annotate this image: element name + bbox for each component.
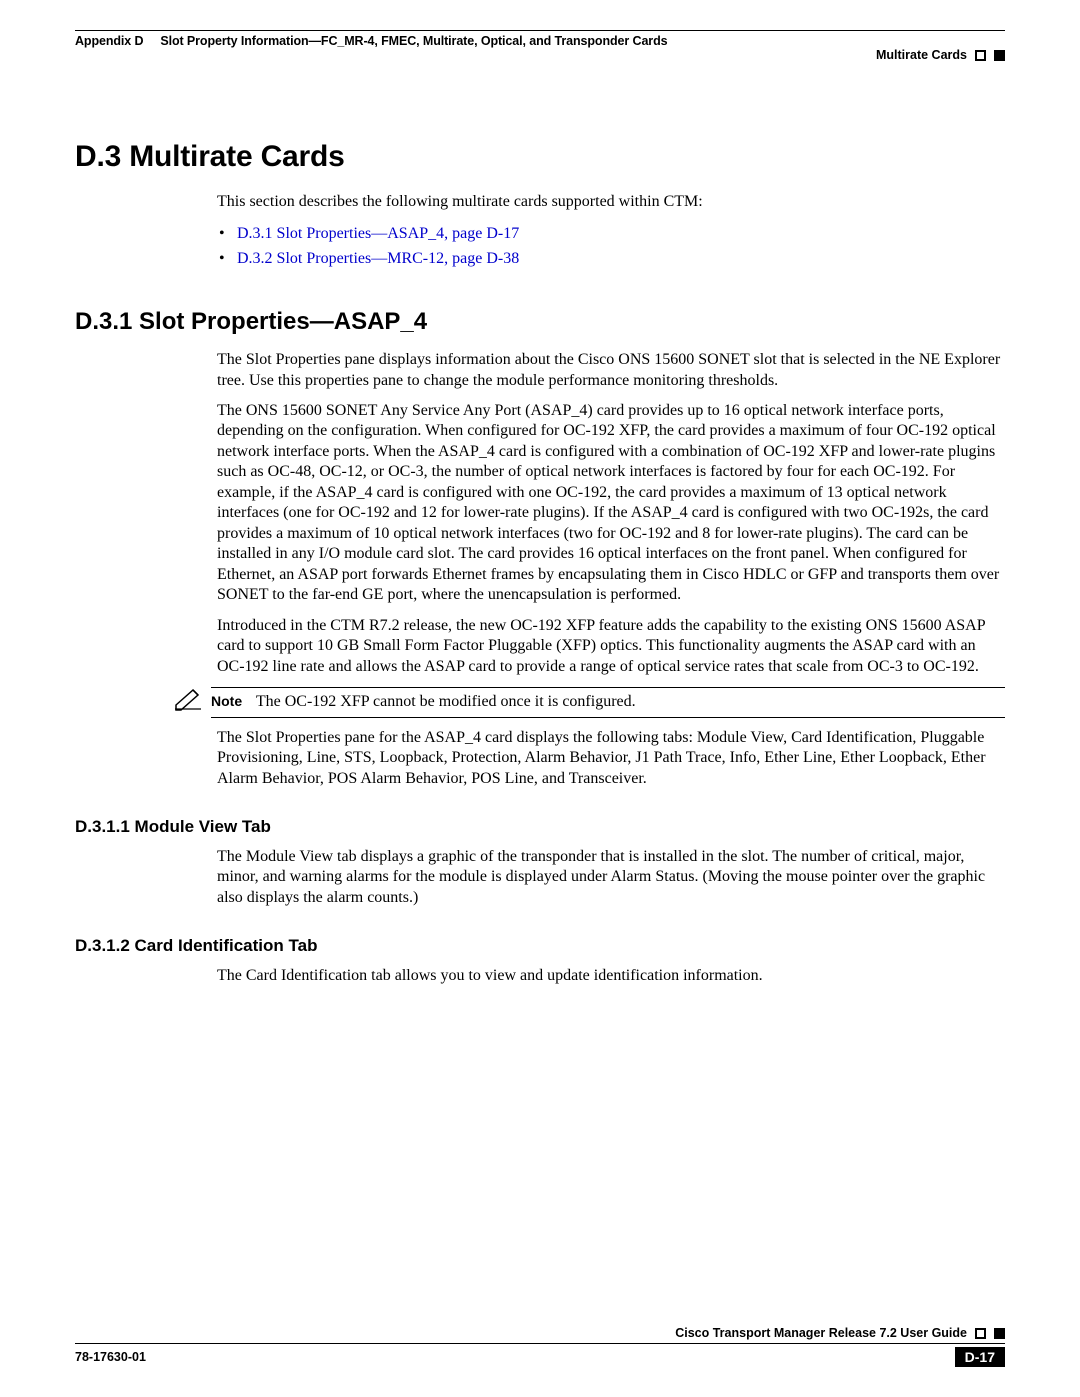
section-body: This section describes the following mul…	[217, 192, 1005, 272]
note-body: Note The OC-192 XFP cannot be modified o…	[211, 687, 1005, 717]
runhead-left: Appendix D Slot Property Information—FC_…	[75, 34, 667, 48]
footer-top-row: Cisco Transport Manager Release 7.2 User…	[75, 1326, 1005, 1344]
page: Appendix D Slot Property Information—FC_…	[0, 0, 1080, 1397]
footer-doc-number: 78-17630-01	[75, 1350, 146, 1364]
note-pencil-icon	[165, 687, 211, 716]
subsub-heading-d312: D.3.1.2 Card Identification Tab	[75, 936, 1005, 956]
note-label: Note	[211, 693, 242, 709]
note-text: The OC-192 XFP cannot be modified once i…	[256, 693, 636, 710]
sub2-p1: The Module View tab displays a graphic o…	[217, 847, 1005, 908]
appendix-title: Slot Property Information—FC_MR-4, FMEC,…	[160, 34, 667, 48]
section-link-item: D.3.1 Slot Properties—ASAP_4, page D-17	[237, 222, 1005, 247]
footer-guide-title: Cisco Transport Manager Release 7.2 User…	[675, 1326, 967, 1340]
footer-bottom-row: 78-17630-01 D-17	[75, 1344, 1005, 1367]
page-number-badge: D-17	[955, 1347, 1005, 1367]
appendix-label: Appendix D	[75, 34, 143, 48]
footer-marker-solid	[994, 1328, 1005, 1339]
running-header: Appendix D Slot Property Information—FC_…	[75, 30, 1005, 48]
sub1-p2: The ONS 15600 SONET Any Service Any Port…	[217, 401, 1005, 606]
note-block: Note The OC-192 XFP cannot be modified o…	[165, 687, 1005, 717]
header-marker-outline	[975, 50, 986, 61]
sub1-p4: The Slot Properties pane for the ASAP_4 …	[217, 728, 1005, 789]
sub3-p1: The Card Identification tab allows you t…	[217, 966, 1005, 986]
subsub-heading-d311: D.3.1.1 Module View Tab	[75, 817, 1005, 837]
sub3-body: The Card Identification tab allows you t…	[217, 966, 1005, 986]
subsection-heading-d31: D.3.1 Slot Properties—ASAP_4	[75, 308, 1005, 336]
section-heading-d3: D.3 Multirate Cards	[75, 140, 1005, 174]
section-intro: This section describes the following mul…	[217, 192, 1005, 212]
section-link-item: D.3.2 Slot Properties—MRC-12, page D-38	[237, 247, 1005, 272]
sub1-body: The Slot Properties pane displays inform…	[217, 350, 1005, 789]
runhead-section-label: Multirate Cards	[876, 48, 967, 62]
sub1-p3: Introduced in the CTM R7.2 release, the …	[217, 616, 1005, 677]
runhead-right: Multirate Cards	[75, 48, 1005, 62]
section-link-list: D.3.1 Slot Properties—ASAP_4, page D-17 …	[237, 222, 1005, 272]
sub1-p1: The Slot Properties pane displays inform…	[217, 350, 1005, 391]
xref-link-asap4[interactable]: D.3.1 Slot Properties—ASAP_4, page D-17	[237, 225, 519, 242]
xref-link-mrc12[interactable]: D.3.2 Slot Properties—MRC-12, page D-38	[237, 250, 519, 267]
running-footer: Cisco Transport Manager Release 7.2 User…	[75, 1326, 1005, 1367]
sub2-body: The Module View tab displays a graphic o…	[217, 847, 1005, 908]
header-marker-solid	[994, 50, 1005, 61]
footer-marker-outline	[975, 1328, 986, 1339]
